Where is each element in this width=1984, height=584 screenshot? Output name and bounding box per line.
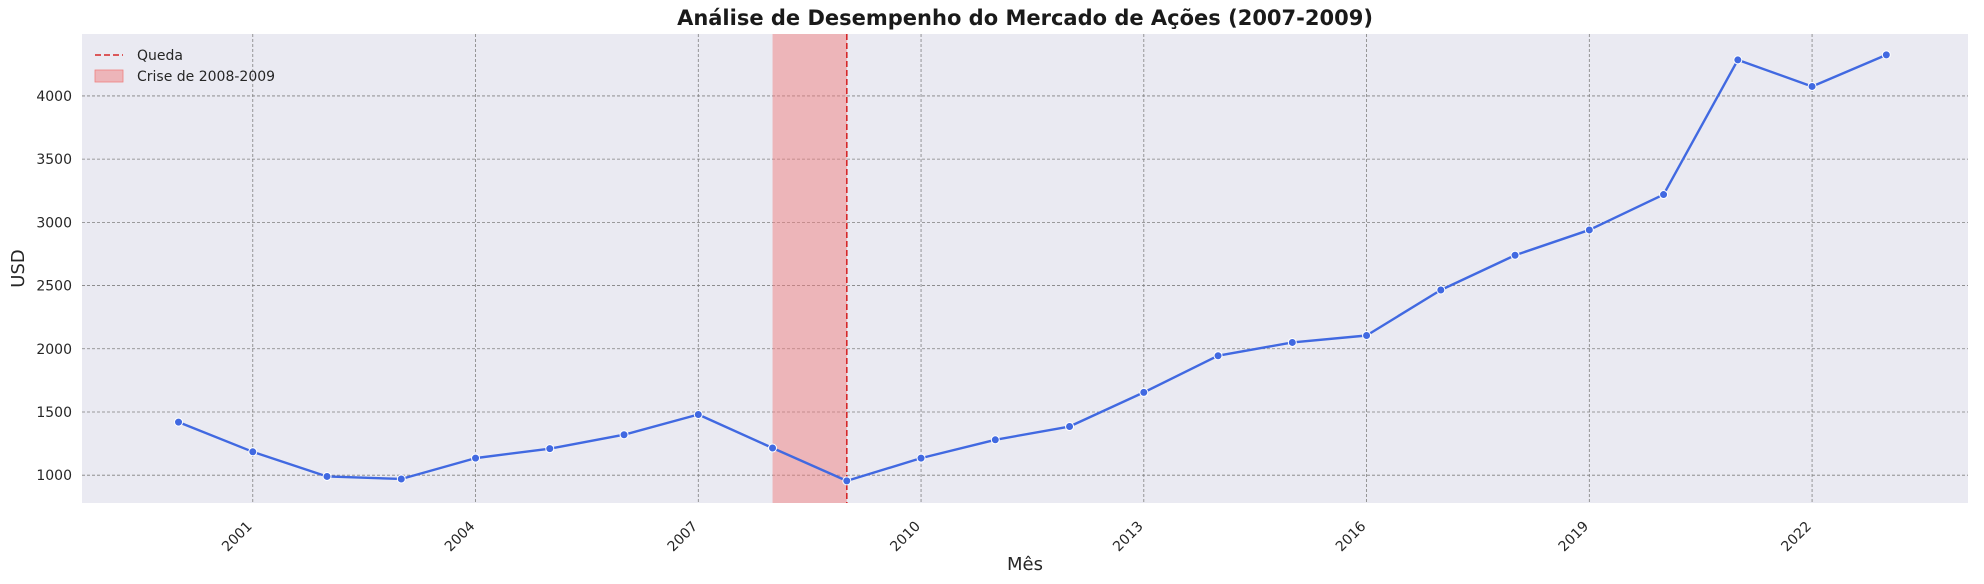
series [174,50,1891,486]
data-point [1659,190,1669,200]
data-point [545,444,555,454]
y-axis-label: USD [8,249,29,287]
y-tick-labels: 1000 1500 2000 2500 3000 3500 4000 [36,89,72,484]
data-point [842,476,852,486]
data-point [1881,50,1891,60]
x-tick-label: 2001 [219,519,256,556]
x-tick-label: 2007 [665,519,702,556]
x-tick-label: 2010 [887,519,924,556]
y-tick-label: 1000 [36,468,72,484]
data-point [1510,250,1520,260]
data-point [1362,331,1372,340]
grid [82,34,1968,503]
data-point [471,453,481,463]
legend-crisis-label: Crise de 2008-2009 [137,69,275,85]
data-point [1139,387,1149,397]
data-point [768,443,778,453]
data-point [990,435,1000,445]
x-tick-label: 2022 [1778,519,1815,556]
legend-drop-label: Queda [137,48,183,64]
data-point [1213,351,1223,361]
data-point [619,430,629,440]
data-point [1733,55,1743,65]
y-tick-label: 4000 [36,89,72,105]
data-point [1584,225,1594,235]
data-point [1807,81,1817,91]
y-tick-label: 2500 [36,279,72,295]
chart-title: Análise de Desempenho do Mercado de Açõe… [677,6,1373,30]
series-line [178,53,1887,483]
x-axis-label: Mês [1007,554,1043,575]
data-point [916,453,926,463]
y-tick-label: 2000 [36,342,72,358]
data-point [248,447,258,457]
data-point [1436,285,1446,295]
x-tick-label: 2019 [1556,519,1593,556]
x-tick-label: 2004 [442,518,479,555]
data-point [693,410,703,420]
data-point [174,417,184,427]
legend-crisis-swatch [94,69,124,83]
plot-area [82,34,1968,503]
y-tick-label: 3500 [36,152,72,168]
data-point [322,471,332,481]
y-tick-label: 3000 [36,215,72,231]
x-tick-labels: 2001 2004 2007 2010 2013 2016 2019 2022 [219,518,1815,555]
data-point [1287,337,1297,347]
legend: Queda Crise de 2008-2009 [94,48,275,85]
crisis-span [772,34,847,503]
data-point [396,474,406,484]
y-tick-label: 1500 [36,405,72,421]
data-point [1065,422,1075,432]
x-tick-label: 2013 [1110,519,1147,556]
x-tick-label: 2016 [1333,518,1370,555]
